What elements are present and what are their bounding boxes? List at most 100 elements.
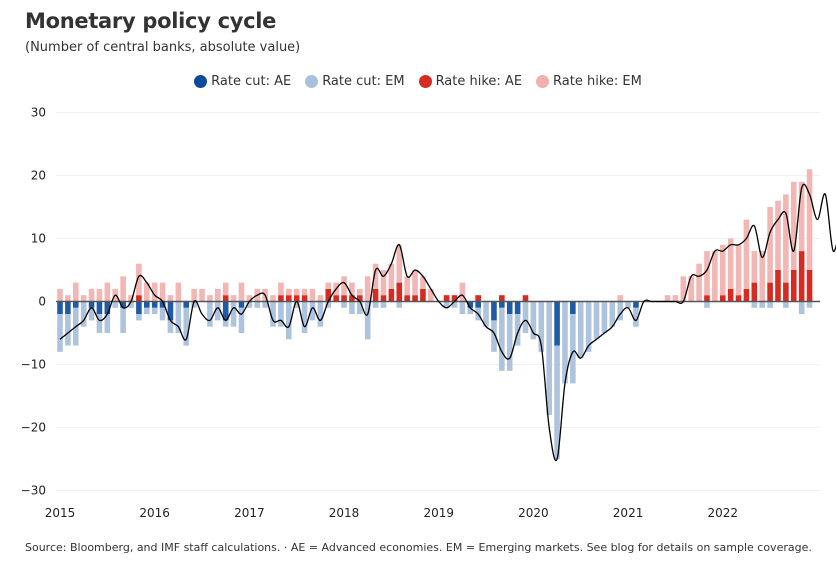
x-tick-label: 2021 [613, 506, 644, 520]
bar-hike-em [325, 282, 332, 289]
x-tick-label: 2015 [45, 506, 76, 520]
bar-cut-ae [159, 301, 166, 308]
bar-cut-em [577, 301, 584, 359]
bar-cut-em [609, 301, 616, 327]
bar-hike-em [783, 194, 789, 283]
bar-cut-ae [65, 301, 71, 315]
bar-cut-em [341, 301, 347, 308]
bar-cut-em [491, 320, 497, 352]
bar-hike-em [167, 295, 174, 302]
bar-cut-em [483, 301, 489, 327]
bar-hike-em [301, 288, 308, 296]
bar-cut-ae [72, 301, 79, 308]
bar-cut-ae [136, 301, 142, 315]
x-axis-ticks: 2015 2016 2017 2018 2019 2020 2021 2022 [45, 506, 738, 520]
bar-cut-em [625, 301, 631, 308]
y-tick-label: 30 [31, 106, 46, 120]
bar-hike-ae [333, 295, 339, 302]
bar-cut-em [238, 307, 245, 333]
bar-hike-em [806, 169, 813, 270]
bar-cut-em [751, 301, 758, 308]
legend-label: Rate hike: EM [553, 74, 642, 89]
bar-hike-em [380, 270, 387, 296]
bar-cut-em [57, 314, 63, 352]
bar-hike-ae [743, 288, 750, 302]
bar-cut-em [293, 301, 300, 308]
bar-hike-ae [727, 288, 734, 302]
bar-cut-ae [222, 301, 229, 321]
bar-hike-ae [783, 282, 789, 302]
bar-hike-em [364, 276, 371, 302]
bar-hike-em [65, 295, 71, 302]
bar-cut-em [499, 307, 505, 371]
bar-hike-em [672, 295, 679, 302]
bar-cut-em [65, 314, 71, 346]
bar-cut-em [262, 301, 268, 308]
bar-cut-em [167, 320, 174, 333]
legend-item-hike-em[interactable]: Rate hike: EM [536, 74, 642, 89]
bar-cut-em [96, 314, 103, 333]
bar-cut-em [522, 301, 529, 333]
bar-cut-em [783, 301, 789, 308]
bar-hike-em [617, 295, 623, 302]
net-line [59, 183, 836, 462]
bar-cut-em [270, 301, 276, 327]
bar-hike-em [404, 276, 410, 296]
bar-cut-em [301, 301, 308, 333]
bar-cut-em [514, 314, 521, 346]
bar-hike-em [222, 282, 229, 296]
bar-hike-em [428, 288, 434, 302]
bar-hike-em [88, 288, 95, 302]
bar-hike-em [175, 282, 182, 302]
bar-cut-em [254, 301, 261, 308]
bar-hike-em [120, 276, 126, 302]
bar-hike-ae [522, 295, 529, 302]
bar-hike-ae [325, 288, 332, 302]
bar-hike-em [57, 288, 63, 302]
bar-cut-em [151, 307, 158, 315]
bar-cut-ae [143, 301, 150, 308]
bar-hike-ae [798, 251, 805, 302]
legend-item-cut-ae[interactable]: Rate cut: AE [194, 74, 291, 89]
y-tick-label: 10 [31, 232, 46, 246]
bar-hike-ae [301, 295, 308, 302]
bar-hike-em [104, 282, 111, 302]
bar-hike-ae [475, 295, 481, 302]
bar-cut-ae [104, 301, 111, 315]
bar-cut-em [562, 301, 568, 384]
bar-hike-em [396, 244, 403, 283]
legend-item-cut-em[interactable]: Rate cut: EM [305, 74, 405, 89]
bar-hike-ae [286, 295, 292, 302]
bar-cut-em [309, 301, 316, 321]
bar-cut-em [759, 301, 766, 308]
bar-cut-ae [57, 301, 63, 315]
bar-hike-em [159, 282, 166, 302]
legend-item-hike-ae[interactable]: Rate hike: AE [418, 74, 523, 89]
bar-cut-ae [238, 301, 245, 308]
bar-cut-ae [183, 301, 190, 308]
legend-swatch-hike-ae [418, 75, 432, 88]
bar-cut-em [617, 301, 623, 321]
chart-title: Monetary policy cycle [25, 9, 277, 33]
chart-subtitle: (Number of central banks, absolute value… [25, 40, 301, 55]
bar-cut-em [704, 301, 710, 308]
bar-hike-ae [372, 288, 379, 302]
bar-hike-ae [704, 295, 710, 302]
y-axis-ticks: 30 20 10 0 −10 −20 −30 [21, 106, 46, 498]
bar-cut-em [554, 345, 560, 459]
bar-cut-em [538, 301, 545, 352]
bar-cut-em [451, 301, 458, 308]
bar-hike-em [143, 282, 150, 302]
legend-label: Rate hike: AE [435, 74, 523, 89]
source-note: Source: Bloomberg, and IMF staff calcula… [25, 541, 812, 554]
bar-hike-em [230, 295, 237, 302]
bar-cut-ae [633, 301, 639, 308]
bar-hike-ae [790, 270, 797, 302]
bar-hike-ae [278, 295, 284, 302]
bar-cut-em [530, 301, 537, 340]
bar-cut-em [357, 301, 363, 315]
x-tick-label: 2018 [329, 506, 360, 520]
bar-cut-em [159, 307, 166, 321]
bar-hike-em [128, 295, 134, 302]
legend-label: Rate cut: EM [322, 74, 405, 89]
